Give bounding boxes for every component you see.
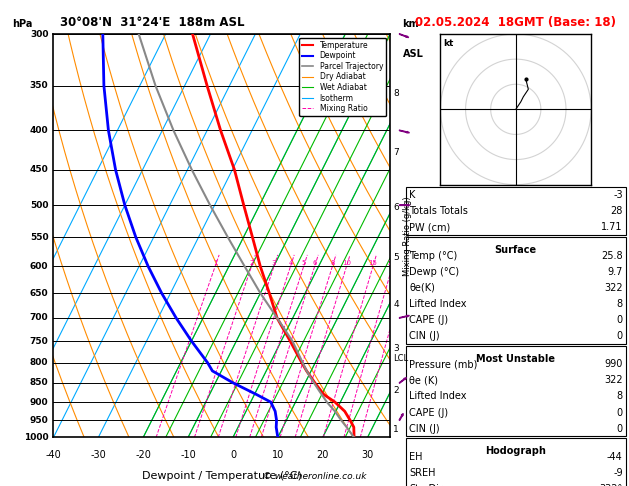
Text: 2: 2: [249, 260, 253, 266]
Legend: Temperature, Dewpoint, Parcel Trajectory, Dry Adiabat, Wet Adiabat, Isotherm, Mi: Temperature, Dewpoint, Parcel Trajectory…: [299, 38, 386, 116]
Text: Surface: Surface: [495, 245, 537, 255]
Text: -9: -9: [613, 468, 623, 478]
Text: km: km: [403, 19, 419, 29]
Text: 0: 0: [616, 315, 623, 325]
Text: kt: kt: [443, 38, 454, 48]
Text: K: K: [409, 191, 416, 200]
Text: 0: 0: [616, 408, 623, 417]
Text: 990: 990: [604, 360, 623, 369]
Text: Hodograph: Hodograph: [486, 446, 546, 456]
Text: 750: 750: [30, 336, 48, 346]
Text: 4: 4: [393, 300, 399, 309]
Text: 5: 5: [393, 253, 399, 262]
Text: SREH: SREH: [409, 468, 436, 478]
Text: Totals Totals: Totals Totals: [409, 207, 469, 216]
Text: 1000: 1000: [24, 433, 48, 442]
Text: 5: 5: [301, 260, 306, 266]
Text: 0: 0: [230, 450, 236, 459]
Text: Temp (°C): Temp (°C): [409, 251, 458, 261]
Text: 1: 1: [393, 425, 399, 434]
Text: 450: 450: [30, 165, 48, 174]
Text: 0: 0: [616, 424, 623, 434]
Text: 650: 650: [30, 289, 48, 297]
Text: 8: 8: [393, 89, 399, 98]
Text: 800: 800: [30, 358, 48, 367]
Text: 15: 15: [369, 260, 377, 266]
Text: -10: -10: [180, 450, 196, 459]
Text: 322: 322: [604, 283, 623, 293]
Text: LCL: LCL: [393, 354, 408, 363]
Text: 20: 20: [316, 450, 329, 459]
Text: 6: 6: [313, 260, 317, 266]
Text: -30: -30: [91, 450, 106, 459]
Text: Mixing Ratio (g/kg): Mixing Ratio (g/kg): [403, 196, 413, 276]
Text: -40: -40: [45, 450, 62, 459]
Text: 8: 8: [616, 392, 623, 401]
Text: 500: 500: [30, 201, 48, 209]
Text: θe(K): θe(K): [409, 283, 435, 293]
Text: 322: 322: [604, 376, 623, 385]
Text: 600: 600: [30, 262, 48, 271]
Text: 2: 2: [393, 386, 399, 395]
Text: 1: 1: [213, 260, 218, 266]
Text: EH: EH: [409, 452, 423, 462]
Text: 9.7: 9.7: [608, 267, 623, 277]
Text: -20: -20: [135, 450, 151, 459]
Text: 7: 7: [393, 148, 399, 157]
Text: 300: 300: [30, 30, 48, 38]
Text: CIN (J): CIN (J): [409, 424, 440, 434]
Text: 28: 28: [610, 207, 623, 216]
Text: Dewp (°C): Dewp (°C): [409, 267, 460, 277]
Text: CIN (J): CIN (J): [409, 331, 440, 341]
Text: 400: 400: [30, 126, 48, 135]
Text: 3: 3: [393, 345, 399, 353]
Text: 10: 10: [272, 450, 284, 459]
Text: CAPE (J): CAPE (J): [409, 408, 448, 417]
Text: StmDir: StmDir: [409, 484, 443, 486]
Text: 3: 3: [272, 260, 276, 266]
Text: © weatheronline.co.uk: © weatheronline.co.uk: [263, 472, 366, 481]
Text: Pressure (mb): Pressure (mb): [409, 360, 478, 369]
Text: Most Unstable: Most Unstable: [476, 354, 555, 364]
Text: 850: 850: [30, 379, 48, 387]
Text: Dewpoint / Temperature (°C): Dewpoint / Temperature (°C): [142, 471, 302, 482]
Text: 02.05.2024  18GMT (Base: 18): 02.05.2024 18GMT (Base: 18): [415, 16, 616, 29]
Text: 700: 700: [30, 313, 48, 322]
Text: 30°08'N  31°24'E  188m ASL: 30°08'N 31°24'E 188m ASL: [60, 16, 244, 29]
Text: 900: 900: [30, 398, 48, 407]
Text: 950: 950: [30, 416, 48, 425]
Text: 6: 6: [393, 203, 399, 212]
Text: CAPE (J): CAPE (J): [409, 315, 448, 325]
Text: 332°: 332°: [599, 484, 623, 486]
Text: 10: 10: [342, 260, 351, 266]
Text: 4: 4: [288, 260, 292, 266]
Text: 8: 8: [330, 260, 335, 266]
Text: -3: -3: [613, 191, 623, 200]
Text: 550: 550: [30, 233, 48, 242]
Text: 25.8: 25.8: [601, 251, 623, 261]
Text: 350: 350: [30, 81, 48, 90]
Text: PW (cm): PW (cm): [409, 223, 451, 232]
Text: 1.71: 1.71: [601, 223, 623, 232]
Text: -44: -44: [607, 452, 623, 462]
Text: 0: 0: [616, 331, 623, 341]
Text: 30: 30: [362, 450, 374, 459]
Text: ASL: ASL: [403, 49, 423, 59]
Text: Lifted Index: Lifted Index: [409, 299, 467, 309]
Text: 20: 20: [388, 260, 397, 266]
Text: hPa: hPa: [13, 19, 33, 29]
Text: 8: 8: [616, 299, 623, 309]
Text: Lifted Index: Lifted Index: [409, 392, 467, 401]
Text: θe (K): θe (K): [409, 376, 438, 385]
